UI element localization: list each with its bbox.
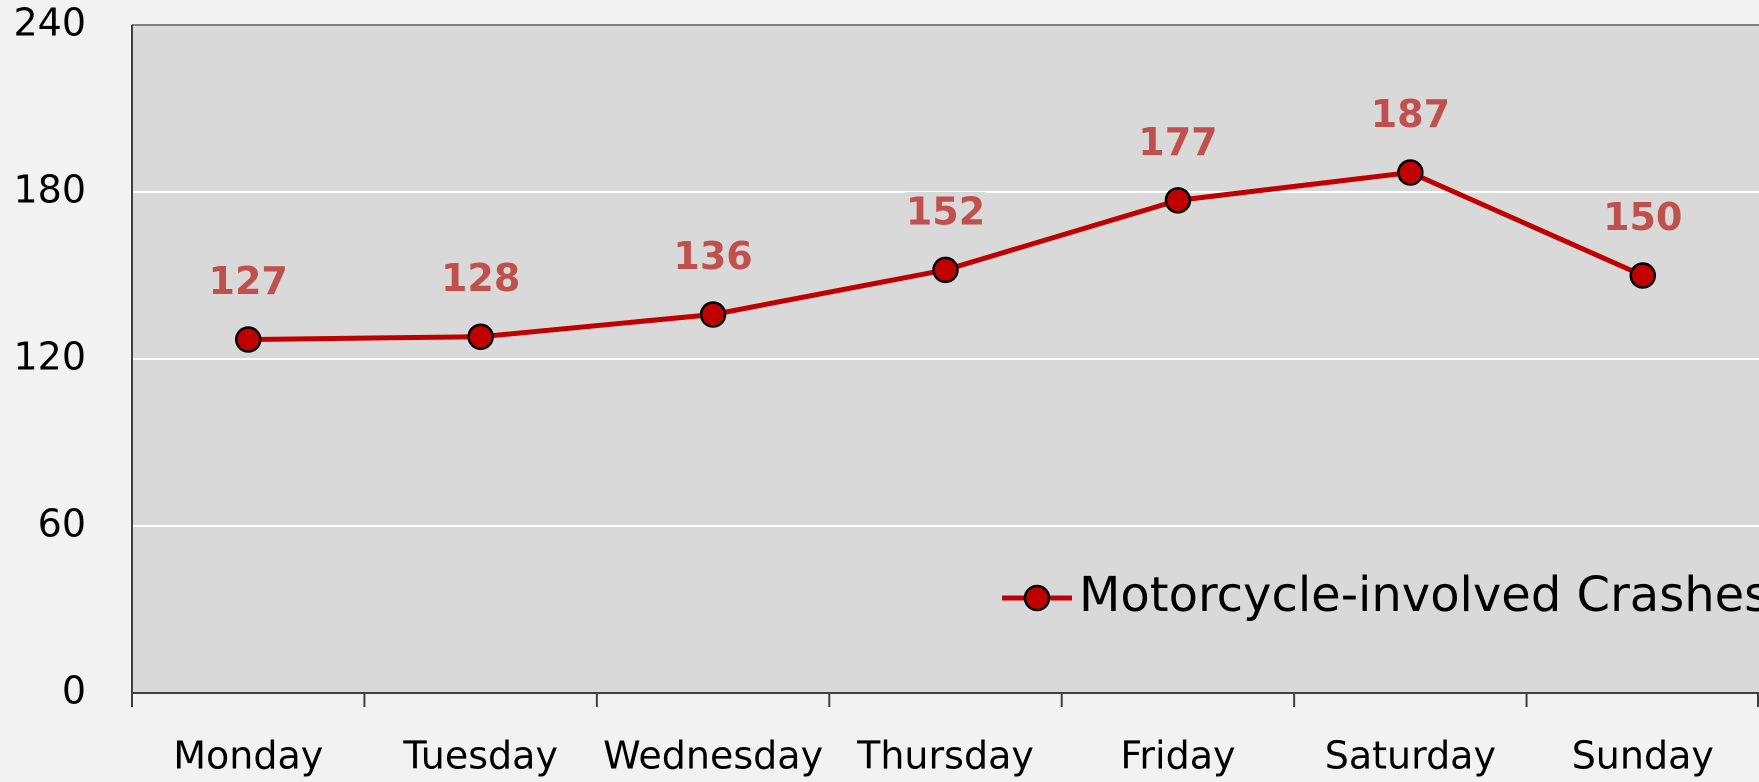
data-label: 177 [1138, 120, 1217, 164]
data-label-bg [905, 191, 986, 236]
x-tick-label: Thursday [856, 734, 1034, 778]
marker [699, 301, 727, 328]
legend-marker [1023, 584, 1051, 612]
x-tick-label: Wednesday [603, 734, 823, 778]
data-label-bg [440, 258, 521, 303]
marker [1397, 159, 1424, 186]
y-tick-label: 120 [13, 335, 86, 379]
data-label: 136 [673, 234, 752, 278]
marker [1629, 262, 1657, 289]
data-label: 150 [1603, 195, 1682, 239]
marker [467, 323, 494, 350]
data-label: 187 [1371, 92, 1450, 136]
data-label-bg [1602, 197, 1683, 242]
y-tick-label: 60 [38, 502, 86, 546]
marker [932, 256, 959, 284]
data-label: 127 [209, 259, 288, 303]
marker [1164, 187, 1192, 214]
y-tick-label: 240 [13, 1, 86, 45]
x-tick-label: Friday [1120, 734, 1235, 778]
legend-label: Motorcycle-involved Crashes [1079, 567, 1759, 623]
data-label-bg [1137, 122, 1218, 167]
data-label-bg [1370, 94, 1451, 139]
x-tick-label: Sunday [1572, 734, 1714, 778]
y-tick-label: 0 [62, 669, 86, 713]
x-tick-label: Saturday [1325, 734, 1496, 778]
x-tick-label: Tuesday [402, 734, 558, 778]
data-label-bg [208, 261, 289, 306]
y-tick-label: 180 [13, 168, 86, 212]
data-label: 152 [906, 189, 985, 233]
data-label-bg [673, 236, 754, 281]
marker [234, 326, 262, 353]
x-tick-label: Monday [173, 734, 323, 778]
data-label: 128 [441, 256, 520, 300]
